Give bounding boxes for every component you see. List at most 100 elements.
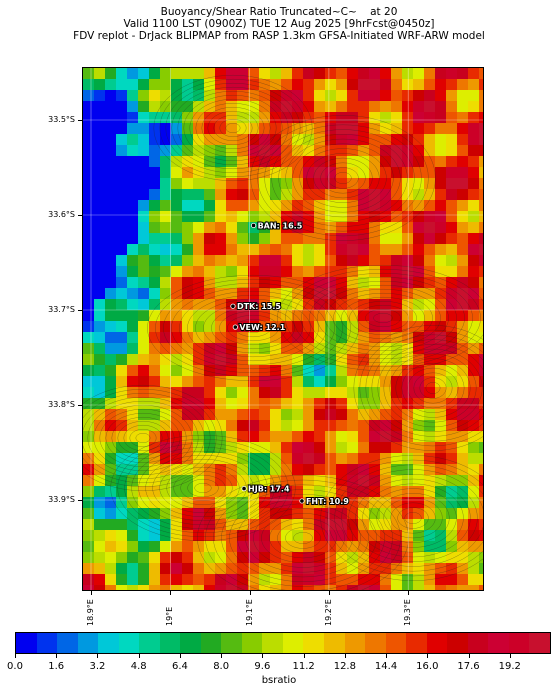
grid-cell — [270, 519, 281, 530]
grid-cell — [325, 574, 336, 585]
grid-cell — [259, 321, 270, 332]
grid-cell — [127, 574, 138, 585]
grid-cell — [138, 112, 149, 123]
grid-cell — [149, 222, 160, 233]
grid-cell — [435, 376, 446, 387]
grid-cell — [424, 211, 435, 222]
grid-cell — [215, 68, 226, 79]
grid-cell — [468, 475, 479, 486]
grid-cell — [325, 288, 336, 299]
grid-cell — [468, 343, 479, 354]
grid-cell — [215, 475, 226, 486]
contour-line — [243, 322, 263, 333]
grid-cell — [435, 420, 446, 431]
grid-cell — [138, 134, 149, 145]
grid-cell — [325, 563, 336, 574]
grid-cell — [281, 376, 292, 387]
grid-cell — [457, 112, 468, 123]
grid-cell — [149, 343, 160, 354]
grid-cell — [248, 387, 259, 398]
longitude-tick — [408, 591, 410, 595]
grid-cell — [303, 134, 314, 145]
grid-cell — [149, 321, 160, 332]
grid-cell — [94, 409, 105, 420]
grid-cell — [314, 145, 325, 156]
grid-cell — [303, 112, 314, 123]
grid-cell — [138, 365, 149, 376]
grid-cell — [248, 475, 259, 486]
grid-cell — [237, 266, 248, 277]
grid-cell — [413, 365, 424, 376]
grid-cell — [116, 288, 127, 299]
grid-cell — [292, 222, 303, 233]
grid-cell — [127, 123, 138, 134]
grid-cell — [325, 409, 336, 420]
grid-cell — [237, 321, 248, 332]
longitude-tick-label: 19°E — [165, 606, 175, 626]
latitude-tick-label: 33.9°S — [48, 495, 75, 504]
contour-line — [285, 268, 481, 367]
grid-cell — [457, 475, 468, 486]
grid-cell — [336, 189, 347, 200]
grid-cell — [193, 486, 204, 497]
grid-cell — [325, 475, 336, 486]
grid-cell — [380, 321, 391, 332]
grid-cell — [259, 398, 270, 409]
grid-cell — [138, 277, 149, 288]
grid-cell — [116, 200, 127, 211]
grid-cell — [457, 200, 468, 211]
grid-cell — [292, 552, 303, 563]
grid-cell — [380, 354, 391, 365]
grid-cell — [226, 244, 237, 255]
grid-cell — [105, 200, 116, 211]
grid-cell — [435, 321, 446, 332]
grid-cell — [116, 156, 127, 167]
grid-cell — [303, 332, 314, 343]
contour-line — [124, 443, 282, 534]
grid-cell — [358, 508, 369, 519]
grid-cell — [237, 288, 248, 299]
grid-cell — [358, 244, 369, 255]
grid-cell — [457, 574, 468, 585]
colorbar-tick-label: 19.2 — [498, 661, 521, 672]
grid-cell — [270, 134, 281, 145]
grid-cell — [237, 431, 248, 442]
contour-line — [407, 367, 459, 409]
grid-cell — [380, 563, 391, 574]
grid-cell — [369, 585, 380, 590]
grid-cell — [281, 332, 292, 343]
grid-cell — [127, 90, 138, 101]
grid-cell — [292, 79, 303, 90]
grid-cell — [303, 145, 314, 156]
grid-cell — [347, 387, 358, 398]
grid-cell — [226, 123, 237, 134]
grid-cell — [457, 244, 468, 255]
grid-cell — [83, 508, 94, 519]
grid-cell — [248, 233, 259, 244]
grid-cell — [314, 189, 325, 200]
grid-cell — [193, 112, 204, 123]
grid-cell — [105, 178, 116, 189]
grid-cell — [116, 376, 127, 387]
grid-cell — [149, 453, 160, 464]
grid-cell — [314, 585, 325, 590]
colorbar-tick — [386, 654, 388, 658]
grid-cell — [149, 475, 160, 486]
contour-line — [333, 292, 433, 343]
grid-cell — [215, 189, 226, 200]
contour-line — [371, 339, 483, 437]
grid-cell — [171, 167, 182, 178]
grid-cell — [468, 574, 479, 585]
grid-cell — [479, 244, 483, 255]
grid-cell — [402, 497, 413, 508]
contour-line — [327, 459, 483, 577]
grid-cell — [171, 420, 182, 431]
grid-cell — [248, 332, 259, 343]
grid-cell — [457, 563, 468, 574]
grid-cell — [138, 420, 149, 431]
grid-cell — [215, 244, 226, 255]
grid-cell — [171, 354, 182, 365]
grid-cell — [105, 376, 116, 387]
grid-cell — [204, 255, 215, 266]
grid-cell — [325, 299, 336, 310]
